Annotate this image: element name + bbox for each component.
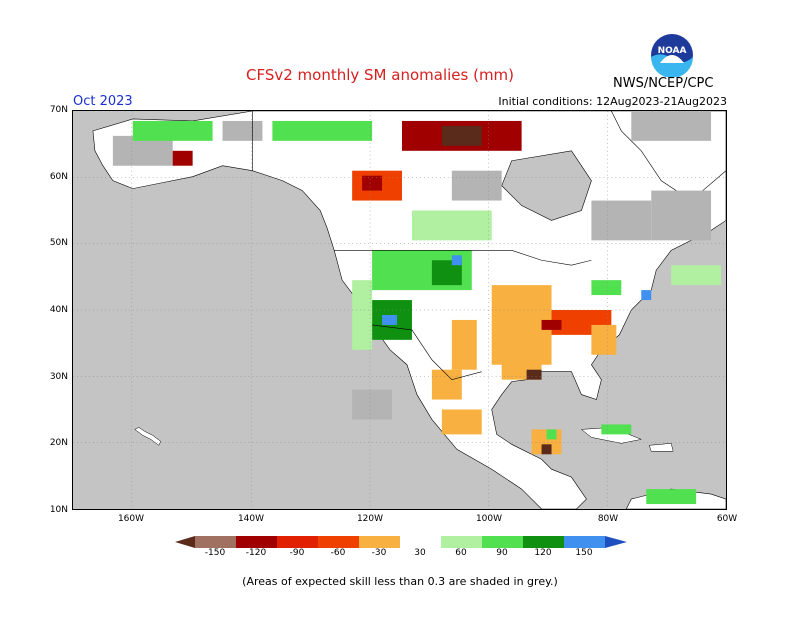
colorbar-label: -150 (204, 548, 226, 558)
forecast-month: Oct 2023 (73, 94, 133, 109)
colorbar-swatch-5 (359, 536, 400, 548)
colorbar-cap-right (605, 536, 627, 548)
colorbar-label: 30 (414, 548, 426, 558)
anomaly-pixels (132, 120, 722, 505)
lon-label-140w: 140W (237, 514, 265, 524)
lon-label-120w: 120W (356, 514, 384, 524)
lon-label-100w: 100W (475, 514, 503, 524)
graticule (73, 111, 726, 509)
lon-label-160w: 160W (117, 514, 145, 524)
map-title: CFSv2 monthly SM anomalies (mm) (245, 66, 515, 84)
colorbar-label: 120 (534, 548, 552, 558)
hawaii-islands (134, 427, 162, 446)
initial-conditions: Initial conditions: 12Aug2023-21Aug2023 (498, 95, 727, 108)
lat-label-10n: 10N (49, 505, 68, 515)
lat-label-70n: 70N (49, 105, 68, 115)
colorbar-label: 150 (575, 548, 593, 558)
colorbar-swatch-6 (400, 536, 441, 548)
lon-label-60w: 60W (716, 514, 738, 524)
hudson-bay-water (501, 150, 592, 221)
colorbar-swatch-2 (236, 536, 277, 548)
colorbar-swatch-4 (318, 536, 359, 548)
colorbar-label: -90 (289, 548, 305, 558)
colorbar-swatch-9 (523, 536, 564, 548)
colorbar-label: 90 (496, 548, 508, 558)
colorbar-swatch-7 (441, 536, 482, 548)
colorbar (175, 536, 627, 548)
colorbar-swatch-8 (482, 536, 523, 548)
lat-label-40n: 40N (49, 305, 68, 315)
colorbar-label: -120 (245, 548, 267, 558)
colorbar-swatch-1 (195, 536, 236, 548)
colorbar-label: -60 (330, 548, 346, 558)
lat-label-20n: 20N (49, 438, 68, 448)
lat-label-60n: 60N (49, 172, 68, 182)
lat-label-50n: 50N (49, 238, 68, 248)
lon-label-80w: 80W (597, 514, 619, 524)
colorbar-label: -30 (371, 548, 387, 558)
agency-label: NWS/NCEP/CPC (613, 76, 714, 91)
noaa-logo-icon: NOAA (651, 34, 693, 77)
colorbar-cap-left (175, 536, 195, 548)
colorbar-swatch-3 (277, 536, 318, 548)
soil-moisture-map (72, 110, 727, 510)
footnote: (Areas of expected skill less than 0.3 a… (242, 575, 558, 588)
hispaniola-land (648, 443, 674, 452)
svg-text:NOAA: NOAA (658, 46, 687, 56)
low-skill-areas (112, 111, 712, 420)
lat-label-30n: 30N (49, 372, 68, 382)
boundaries (252, 111, 592, 380)
colorbar-swatch-10 (564, 536, 605, 548)
colorbar-label: 60 (455, 548, 467, 558)
